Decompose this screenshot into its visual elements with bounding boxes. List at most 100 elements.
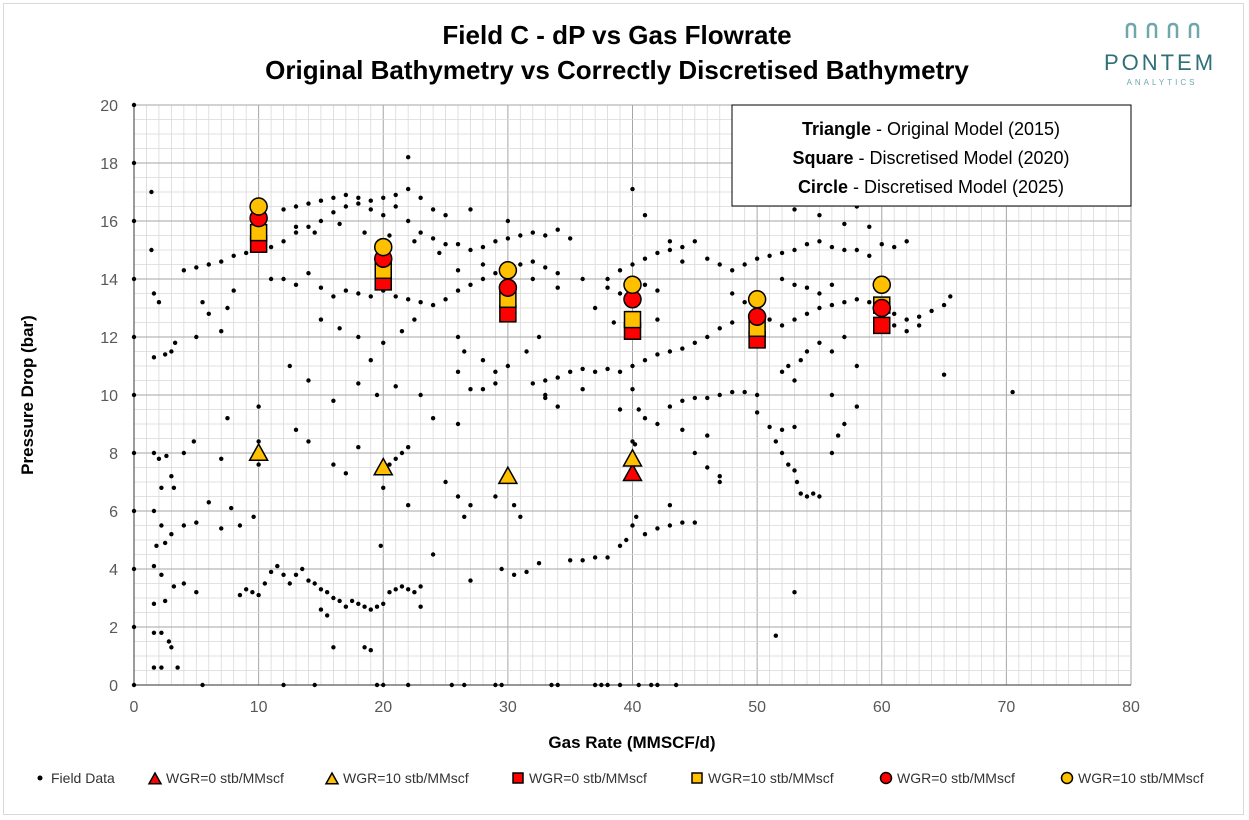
data-point — [312, 230, 317, 235]
legend-circle-marker — [879, 771, 893, 785]
data-point — [842, 334, 847, 340]
data-point — [412, 590, 417, 595]
data-point — [293, 224, 299, 229]
data-point — [175, 665, 180, 670]
data-point — [331, 462, 336, 467]
data-point — [318, 285, 324, 290]
data-point — [430, 236, 436, 241]
data-point — [256, 404, 261, 409]
data-point — [362, 645, 367, 650]
data-point — [281, 276, 286, 282]
data-point — [536, 561, 542, 566]
data-point — [480, 358, 486, 363]
data-point — [642, 358, 648, 363]
data-point — [455, 369, 461, 374]
data-point — [166, 639, 172, 644]
data-point — [151, 601, 157, 606]
data-point — [779, 427, 785, 432]
data-point — [580, 558, 585, 563]
data-point — [194, 520, 199, 525]
data-point — [368, 648, 373, 653]
data-point — [680, 398, 685, 403]
data-point — [381, 601, 386, 606]
data-point — [730, 320, 735, 325]
annotation-description: - Discretised Model (2020) — [853, 148, 1069, 168]
data-point — [343, 288, 349, 293]
data-point — [151, 630, 157, 635]
data-point — [505, 236, 511, 241]
data-point — [617, 291, 623, 296]
data-point — [829, 302, 835, 308]
annotation-line: Circle - Discretised Model (2025) — [798, 177, 1064, 197]
data-point — [378, 543, 383, 548]
data-point — [381, 682, 386, 688]
data-point — [430, 552, 436, 557]
data-point — [854, 363, 860, 369]
data-point — [798, 491, 803, 496]
data-point — [268, 276, 274, 282]
data-point — [443, 479, 448, 485]
data-point — [131, 450, 137, 456]
data-point — [405, 155, 411, 160]
data-point — [592, 555, 598, 560]
legend-circle-marker — [1060, 771, 1074, 785]
data-point — [817, 340, 822, 345]
data-point — [468, 247, 473, 253]
data-point — [171, 584, 177, 589]
data-point — [337, 598, 342, 604]
data-point — [636, 407, 641, 412]
data-point — [312, 682, 317, 688]
data-point — [169, 645, 174, 650]
data-point — [505, 218, 511, 224]
data-point — [779, 276, 785, 282]
data-point — [256, 592, 261, 598]
data-point — [318, 198, 324, 203]
data-point — [430, 207, 436, 212]
data-point — [418, 604, 423, 609]
data-point — [767, 424, 772, 430]
data-point — [151, 665, 157, 670]
data-point — [231, 288, 236, 293]
data-point — [642, 416, 648, 421]
data-point — [181, 523, 187, 528]
data-point — [705, 256, 710, 261]
data-point — [393, 204, 398, 209]
data-point — [667, 239, 673, 244]
data-point — [405, 503, 411, 508]
data-point — [667, 523, 673, 528]
legend-label: Field Data — [51, 770, 115, 786]
series-triangle-2 — [248, 442, 643, 485]
data-point — [632, 442, 638, 447]
data-point — [630, 186, 635, 192]
data-point — [916, 323, 922, 328]
data-point — [405, 445, 411, 450]
data-point — [680, 427, 685, 432]
data-point — [948, 294, 953, 299]
data-point — [243, 587, 249, 592]
data-point — [151, 508, 157, 514]
data-point — [405, 297, 411, 302]
data-point — [162, 352, 168, 357]
data-point — [399, 450, 405, 456]
data-point — [318, 607, 324, 612]
data-point — [804, 242, 810, 247]
data-point — [418, 392, 423, 398]
data-point — [794, 479, 800, 485]
data-point — [499, 682, 504, 688]
data-point — [200, 300, 205, 305]
data-point — [599, 682, 604, 688]
data-point — [430, 416, 436, 421]
data-point — [617, 543, 623, 548]
legend-item: WGR=10 stb/MMscf — [691, 770, 834, 786]
data-point — [381, 213, 386, 218]
data-point — [219, 456, 224, 461]
data-point — [455, 268, 461, 273]
data-point — [306, 224, 311, 229]
square-marker — [873, 316, 891, 335]
legend: Field Data WGR=0 stb/MMscf WGR=10 stb/MMsc… — [37, 770, 1204, 786]
data-point — [592, 305, 598, 311]
data-marks — [131, 102, 1015, 688]
data-point — [773, 439, 779, 444]
data-point — [655, 250, 660, 256]
